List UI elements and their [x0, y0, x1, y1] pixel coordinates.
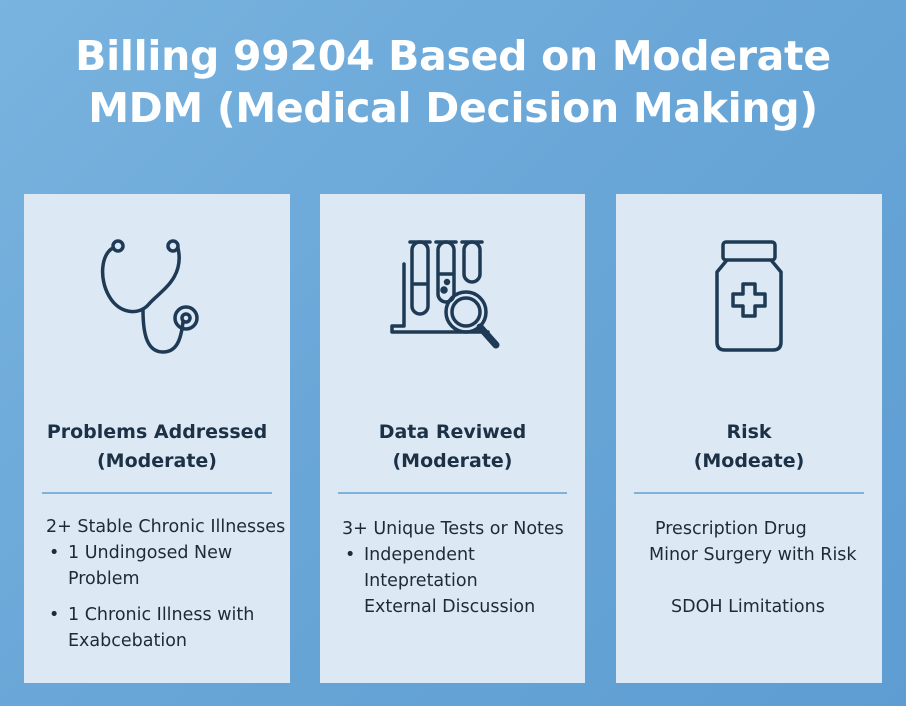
card-body: 3+ Unique Tests or Notes • Independent I… — [342, 516, 564, 620]
card-problems-addressed: Problems Addressed (Moderate) 2+ Stable … — [24, 194, 290, 683]
test-tubes-magnifier-icon — [320, 234, 585, 364]
list-item-text: 1 Undingosed New — [68, 543, 233, 563]
list-item-text: Independent — [364, 545, 475, 565]
card-heading: Risk (Modeate) — [616, 418, 882, 476]
list-item-text: 1 Chronic Illness with — [68, 605, 255, 625]
list-item-text: Exabcebation — [68, 631, 187, 651]
card-data-reviewed: Data Reviwed (Moderate) 3+ Unique Tests … — [320, 194, 585, 683]
card-body: Prescription Drug Minor Surgery with Ris… — [616, 516, 882, 620]
card-body: 2+ Stable Chronic Illnesses • 1 Undingos… — [46, 514, 285, 654]
title-line-1: Billing 99204 Based on Moderate — [75, 32, 831, 80]
heading-level: (Moderate) — [392, 450, 513, 472]
card-heading: Problems Addressed (Moderate) — [24, 418, 290, 476]
list-item-text: Intepretation — [364, 571, 478, 591]
title-line-2: MDM (Medical Decision Making) — [88, 84, 818, 132]
heading-line: Problems Addressed — [46, 421, 268, 443]
medicine-bottle-icon — [616, 234, 882, 364]
page-title: Billing 99204 Based on Moderate MDM (Med… — [0, 30, 906, 134]
heading-level: (Moderate) — [97, 450, 217, 472]
heading-level: (Modeate) — [693, 450, 805, 472]
stethoscope-icon — [24, 234, 290, 364]
heading-line: Data Reviwed — [378, 421, 527, 443]
list-item-text: External Discussion — [364, 597, 536, 617]
risk-item: Prescription Drug — [655, 519, 807, 539]
list-item: • 1 Chronic Illness with Exabcebation — [49, 602, 285, 654]
list-item-text: Problem — [68, 569, 140, 589]
risk-item: Minor Surgery with Risk — [649, 545, 857, 565]
risk-item: SDOH Limitations — [671, 597, 825, 617]
card-heading: Data Reviwed (Moderate) — [320, 418, 585, 476]
intro-text: 3+ Unique Tests or Notes — [342, 519, 564, 539]
divider — [42, 492, 272, 494]
list-item: • 1 Undingosed New Problem — [49, 540, 285, 592]
divider — [634, 492, 864, 494]
heading-line: Risk — [726, 421, 772, 443]
divider — [338, 492, 567, 494]
intro-text: 2+ Stable Chronic Illnesses — [46, 517, 286, 537]
card-risk: Risk (Modeate) Prescription Drug Minor S… — [616, 194, 882, 683]
list-item: • Independent Intepretation External Dis… — [345, 542, 564, 620]
